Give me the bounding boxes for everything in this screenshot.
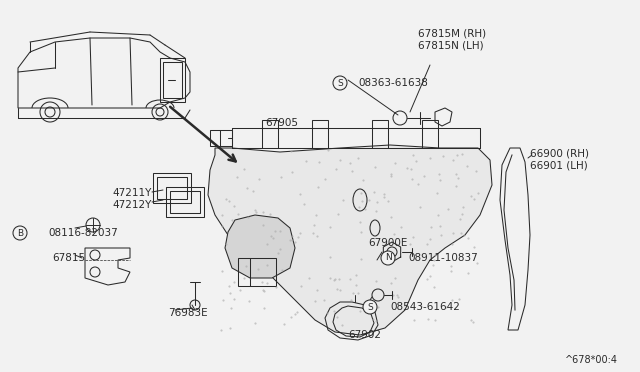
Text: B: B [17,228,23,237]
Text: 67900E: 67900E [368,238,408,248]
Bar [153,173,191,203]
Text: 67815N (LH): 67815N (LH) [418,40,484,50]
Bar [262,120,278,128]
Text: 08363-61638: 08363-61638 [358,78,428,88]
Bar [160,58,185,102]
Text: 67902: 67902 [348,330,381,340]
Text: 67815M (RH): 67815M (RH) [418,28,486,38]
Bar [312,120,328,128]
Text: N: N [385,253,392,263]
Bar [238,258,276,286]
Circle shape [381,251,395,265]
Text: 66901 (LH): 66901 (LH) [530,160,588,170]
Text: 08911-10837: 08911-10837 [408,253,477,263]
Text: ^678*00:4: ^678*00:4 [565,355,618,365]
Bar [372,120,388,128]
Circle shape [363,300,377,314]
Text: 66900 (RH): 66900 (RH) [530,148,589,158]
Polygon shape [225,215,295,278]
Circle shape [13,226,27,240]
Circle shape [333,76,347,90]
Bar [170,191,200,213]
Text: 67905: 67905 [265,118,298,128]
Text: 67815: 67815 [52,253,85,263]
Text: 08116-82037: 08116-82037 [48,228,118,238]
Text: S: S [337,78,343,87]
Text: S: S [367,302,373,311]
Bar [166,187,204,217]
Text: 76983E: 76983E [168,308,207,318]
Bar [163,62,182,98]
Bar [157,177,187,199]
Text: 08543-61642: 08543-61642 [390,302,460,312]
Text: 47212Y: 47212Y [112,200,152,210]
Text: 47211Y: 47211Y [112,188,152,198]
Bar [210,130,232,146]
Polygon shape [208,145,492,335]
Bar [422,120,438,128]
